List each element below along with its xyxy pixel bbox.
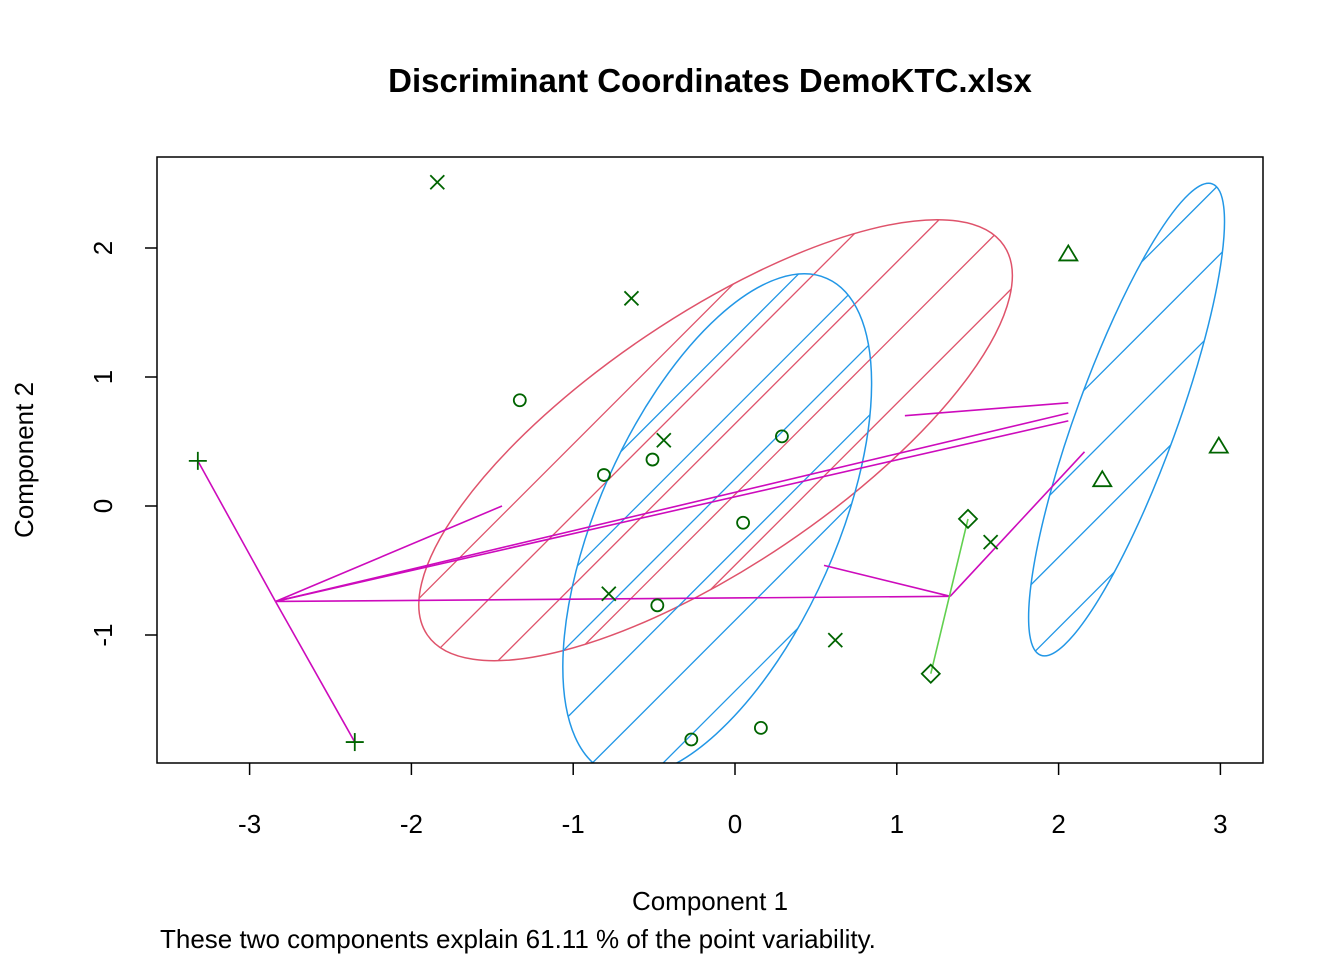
- point-circle: [645, 452, 660, 467]
- point-plus: [188, 451, 207, 470]
- y-tick-label: 0: [88, 499, 118, 513]
- magenta-segment: [197, 460, 277, 602]
- point-triangle: [1091, 469, 1113, 488]
- point-cross: [983, 534, 999, 550]
- ellipse-hatch-line: [592, 503, 853, 763]
- point-circle: [753, 720, 768, 735]
- magenta-segment: [274, 601, 356, 743]
- point-cross: [429, 174, 445, 190]
- y-tick-label: 1: [88, 370, 118, 384]
- x-tick-label: -3: [238, 809, 261, 839]
- plot-frame: [156, 156, 1264, 764]
- ellipse-hatch-line: [662, 627, 799, 763]
- ellipse-hatch-line: [439, 233, 856, 649]
- point-triangle: [1208, 435, 1230, 454]
- ellipse-hatch-line: [562, 344, 870, 652]
- x-tick-label: 0: [728, 809, 742, 839]
- point-circle: [512, 393, 527, 408]
- ellipse-hatch-line: [1030, 444, 1172, 586]
- point-cross: [623, 290, 640, 306]
- point-diamond: [920, 663, 942, 684]
- point-circle: [736, 515, 750, 530]
- ellipse-hatch-line: [620, 273, 799, 453]
- point-circle: [684, 732, 699, 747]
- ellipse-outline-cross: [418, 219, 1014, 662]
- x-tick-label: 1: [890, 809, 904, 839]
- x-tick-label: 3: [1213, 809, 1227, 839]
- point-circle: [650, 598, 665, 613]
- magenta-segment: [275, 505, 503, 603]
- y-tick-label: -1: [88, 623, 118, 646]
- ellipse-hatch-line: [497, 219, 940, 662]
- x-axis-label: Component 1: [632, 886, 788, 916]
- chart-title: Discriminant Coordinates DemoKTC.xlsx: [388, 62, 1032, 99]
- y-tick-label: 2: [88, 241, 118, 255]
- point-circle: [597, 468, 611, 482]
- point-diamond: [957, 508, 979, 530]
- magenta-segment: [949, 451, 1086, 597]
- point-triangle: [1057, 243, 1079, 262]
- magenta-segment: [275, 420, 1069, 603]
- x-tick-label: -2: [400, 809, 423, 839]
- magenta-segment: [904, 402, 1069, 417]
- x-tick-label: 2: [1051, 809, 1065, 839]
- variability-note: These two components explain 61.11 % of …: [160, 924, 876, 954]
- ellipse-hatch-line: [1034, 571, 1115, 652]
- ellipse-hatch-line: [576, 294, 849, 567]
- y-axis-label: Component 2: [9, 382, 39, 538]
- magenta-segment: [275, 412, 1069, 603]
- ellipse-hatch-line: [418, 283, 735, 599]
- ellipse-group-triangle: [1027, 182, 1226, 657]
- point-cross: [827, 632, 843, 648]
- ellipse-hatch-line: [584, 234, 995, 645]
- point-circle: [775, 429, 789, 444]
- point-cross: [601, 586, 617, 602]
- x-tick-label: -1: [562, 809, 585, 839]
- green-segment: [930, 518, 969, 674]
- point-plus: [345, 733, 364, 752]
- plot-layer: [188, 174, 1230, 763]
- ellipse-hatch-line: [1049, 340, 1205, 496]
- ellipse-group-circle: [562, 273, 873, 763]
- ellipse-outline-triangle: [1027, 182, 1226, 657]
- ellipse-hatch-line: [710, 288, 1012, 591]
- ellipse-hatch-line: [567, 414, 871, 717]
- magenta-segment: [823, 564, 951, 598]
- ellipse-group-cross: [418, 219, 1014, 662]
- point-cross: [656, 432, 672, 448]
- axes-layer: -3 -2 -1 0 1 2 3 -1 0 1 2: [88, 241, 1228, 839]
- ellipse-hatch-line: [1083, 251, 1223, 392]
- ellipse-outline-circle: [562, 273, 873, 763]
- ellipse-hatch-line: [1140, 186, 1218, 263]
